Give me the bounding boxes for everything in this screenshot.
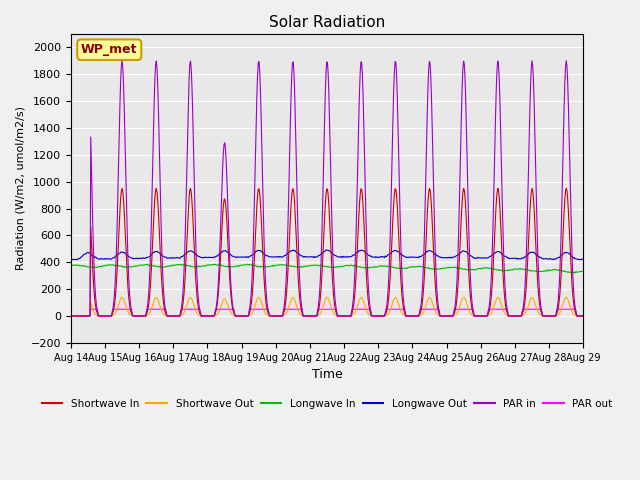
- Y-axis label: Radiation (W/m2, umol/m2/s): Radiation (W/m2, umol/m2/s): [15, 107, 25, 270]
- Title: Solar Radiation: Solar Radiation: [269, 15, 385, 30]
- Legend: Shortwave In, Shortwave Out, Longwave In, Longwave Out, PAR in, PAR out: Shortwave In, Shortwave Out, Longwave In…: [37, 395, 617, 413]
- Text: WP_met: WP_met: [81, 43, 138, 56]
- X-axis label: Time: Time: [312, 368, 342, 381]
